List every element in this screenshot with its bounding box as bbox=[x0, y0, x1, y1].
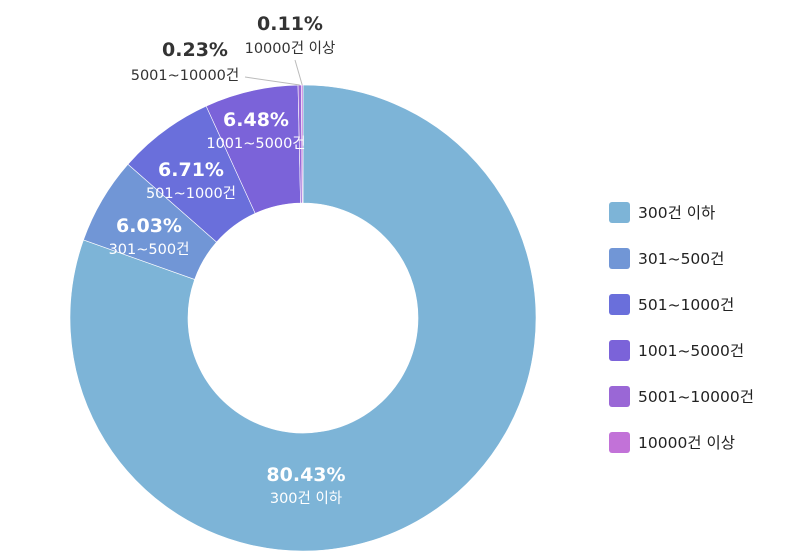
slice-1 bbox=[69, 84, 537, 552]
legend-item-4[interactable]: 1001~5000건 bbox=[609, 340, 744, 361]
legend-swatch-6 bbox=[609, 432, 630, 453]
legend-item-3[interactable]: 501~1000건 bbox=[609, 294, 734, 315]
leader-line-6 bbox=[294, 59, 303, 86]
slice-2-category-label: 301~500건 bbox=[109, 241, 190, 258]
leader-lines bbox=[244, 59, 303, 86]
slice-5-category-label: 5001~10000건 bbox=[131, 67, 240, 84]
slice-3-category-label: 501~1000건 bbox=[146, 185, 236, 202]
slice-4-category-label: 1001~5000건 bbox=[206, 135, 305, 152]
legend-item-6[interactable]: 10000건 이상 bbox=[609, 432, 735, 453]
legend-item-2[interactable]: 301~500건 bbox=[609, 248, 724, 269]
slice-labels: 80.43% 300건 이하 6.03% 301~500건 6.71% 501~1000건… bbox=[109, 13, 346, 507]
slice-5-percent-label: 0.23% bbox=[162, 39, 228, 61]
legend-label-2: 301~500건 bbox=[638, 250, 724, 268]
legend-label-6: 10000건 이상 bbox=[638, 434, 735, 452]
slice-4-percent-label: 6.48% bbox=[223, 109, 289, 131]
slice-3-percent-label: 6.71% bbox=[158, 159, 224, 181]
slice-6-percent-label: 0.11% bbox=[257, 13, 323, 35]
legend-label-4: 1001~5000건 bbox=[638, 342, 744, 360]
legend-swatch-3 bbox=[609, 294, 630, 315]
slice-1-percent-label: 80.43% bbox=[266, 464, 345, 486]
legend-item-1[interactable]: 300건 이하 bbox=[609, 202, 715, 223]
slice-1-category-label: 300건 이하 bbox=[270, 490, 342, 507]
legend-label-3: 501~1000건 bbox=[638, 296, 734, 314]
slice-2-percent-label: 6.03% bbox=[116, 215, 182, 237]
leader-line-5 bbox=[244, 76, 300, 86]
legend-label-1: 300건 이하 bbox=[638, 204, 715, 222]
legend-swatch-4 bbox=[609, 340, 630, 361]
legend: 300건 이하 301~500건 501~1000건 1001~5000건 5001~1… bbox=[609, 202, 754, 453]
legend-item-5[interactable]: 5001~10000건 bbox=[609, 386, 754, 407]
slice-6-category-label: 10000건 이상 bbox=[245, 40, 336, 57]
legend-swatch-1 bbox=[609, 202, 630, 223]
legend-label-5: 5001~10000건 bbox=[638, 388, 754, 406]
legend-swatch-5 bbox=[609, 386, 630, 407]
legend-swatch-2 bbox=[609, 248, 630, 269]
